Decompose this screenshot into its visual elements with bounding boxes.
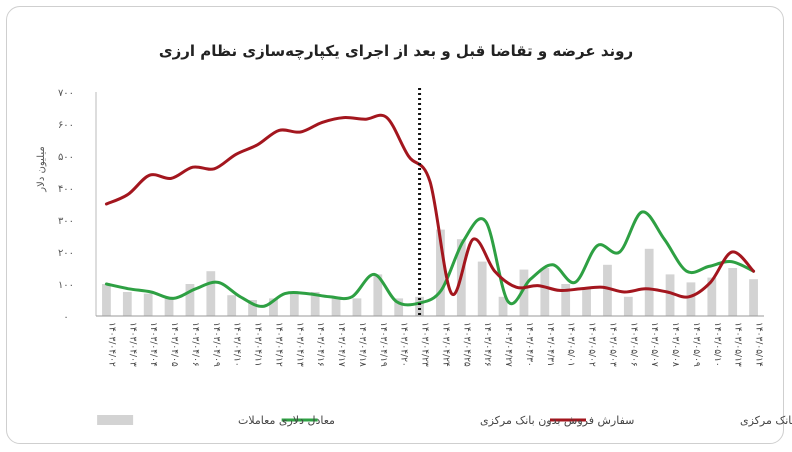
bar <box>728 268 738 316</box>
x-tick-label: ۱۴۰۳/۰۴/۱۷ <box>336 322 346 367</box>
y-axis-label: میلیون دلار <box>36 146 47 192</box>
x-tick-label: ۱۴۰۳/۰۴/۰۳ <box>127 322 137 367</box>
legend-label: سفارش خرید بدون بانک مرکزی <box>740 414 792 427</box>
x-tick-label: ۱۴۰۳/۰۴/۰۲ <box>106 322 116 367</box>
bar <box>122 292 132 316</box>
y-tick-label: ۰ <box>63 312 68 323</box>
legend-label: معادل دلاری معاملات <box>238 414 335 427</box>
x-tick-label: ۱۴۰۳/۰۴/۳۱ <box>545 322 555 367</box>
bar <box>102 284 111 316</box>
bar <box>415 296 424 316</box>
x-tick-label: ۱۴۰۳/۰۵/۱۳ <box>733 322 743 367</box>
y-tick-label: ۶۰۰ <box>58 120 74 131</box>
x-tick-label: ۱۴۰۳/۰۵/۰۲ <box>587 322 597 367</box>
x-tick-label: ۱۴۰۳/۰۴/۱۱ <box>253 322 263 367</box>
y-tick-label: ۴۰۰ <box>58 184 74 195</box>
series-line <box>104 210 756 308</box>
bar <box>206 271 216 316</box>
x-tick-label: ۱۴۰۳/۰۵/۰۱ <box>566 322 576 367</box>
x-tick-label: ۱۴۰۳/۰۵/۱۴ <box>754 322 764 367</box>
x-tick-label: ۱۴۰۳/۰۴/۰۶ <box>190 322 200 367</box>
x-tick-label: ۱۴۰۳/۰۴/۱۹ <box>378 322 388 367</box>
x-tick-label: ۱۴۰۳/۰۴/۰۵ <box>169 322 179 367</box>
x-tick-label: ۱۴۰۳/۰۴/۱۶ <box>315 322 325 367</box>
x-tick-label: ۱۴۰۳/۰۴/۲۰ <box>399 322 409 367</box>
x-tick-label: ۱۴۰۳/۰۵/۰۳ <box>607 322 617 367</box>
bar <box>686 282 696 316</box>
bar <box>352 298 362 316</box>
bar <box>143 293 153 316</box>
bar <box>331 296 341 316</box>
bar <box>248 300 257 316</box>
bar <box>373 274 383 316</box>
series-line <box>104 113 756 299</box>
x-tick-label: ۱۴۰۳/۰۴/۱۰ <box>232 322 242 367</box>
bar <box>436 229 445 316</box>
bar <box>603 264 612 316</box>
bar <box>477 261 487 316</box>
x-tick-label: ۱۴۰۳/۰۵/۰۸ <box>670 322 680 367</box>
bar <box>644 248 654 316</box>
bar <box>269 298 278 316</box>
bar <box>707 277 717 316</box>
x-tick-label: ۱۴۰۳/۰۴/۳۰ <box>524 322 534 367</box>
bar <box>749 279 758 316</box>
x-tick-label: ۱۴۰۳/۰۴/۲۳ <box>420 322 430 367</box>
y-tick-label: ۱۰۰ <box>58 280 74 291</box>
x-tick-label: ۱۴۰۳/۰۴/۰۹ <box>211 322 221 367</box>
bar <box>623 296 633 316</box>
bar <box>394 298 404 316</box>
x-tick-label: ۱۴۰۳/۰۴/۱۳ <box>294 322 304 367</box>
legend-label: سفارش فروش بدون بانک مرکزی <box>480 414 634 427</box>
y-tick-label: ۷۰۰ <box>58 88 74 99</box>
x-tick-label: ۱۴۰۳/۰۴/۲۷ <box>503 322 513 367</box>
bar <box>665 274 675 316</box>
bar <box>561 284 571 316</box>
chart-title: روند عرضه و تقاضا قبل و بعد از اجرای یکپ… <box>158 42 634 60</box>
bar <box>227 295 237 316</box>
bar <box>164 296 174 316</box>
x-tick-label: ۱۴۰۳/۰۵/۰۷ <box>649 322 659 367</box>
bar <box>519 269 529 316</box>
x-tick-label: ۱۴۰۳/۰۴/۱۸ <box>357 322 367 367</box>
bar <box>540 268 550 316</box>
x-tick-label: ۱۴۰۳/۰۴/۰۴ <box>148 322 158 367</box>
x-tick-label: ۱۴۰۳/۰۴/۲۶ <box>482 322 492 367</box>
bar <box>498 296 508 316</box>
bar <box>310 292 320 316</box>
bar <box>582 287 591 316</box>
x-tick-label: ۱۴۰۳/۰۵/۰۹ <box>691 322 701 367</box>
x-tick-label: ۱۴۰۳/۰۴/۱۲ <box>273 322 283 367</box>
x-tick-label: ۱۴۰۳/۰۵/۰۶ <box>628 322 638 367</box>
legend-key <box>97 415 134 425</box>
y-tick-label: ۲۰۰ <box>58 248 74 259</box>
x-tick-label: ۱۴۰۳/۰۵/۱۰ <box>712 322 722 367</box>
x-tick-label: ۱۴۰۳/۰۴/۲۵ <box>461 322 471 367</box>
bar <box>185 284 195 316</box>
y-tick-label: ۵۰۰ <box>58 152 74 163</box>
bar <box>289 293 299 316</box>
x-tick-label: ۱۴۰۳/۰۴/۲۴ <box>440 322 450 367</box>
y-tick-label: ۳۰۰ <box>58 216 74 227</box>
